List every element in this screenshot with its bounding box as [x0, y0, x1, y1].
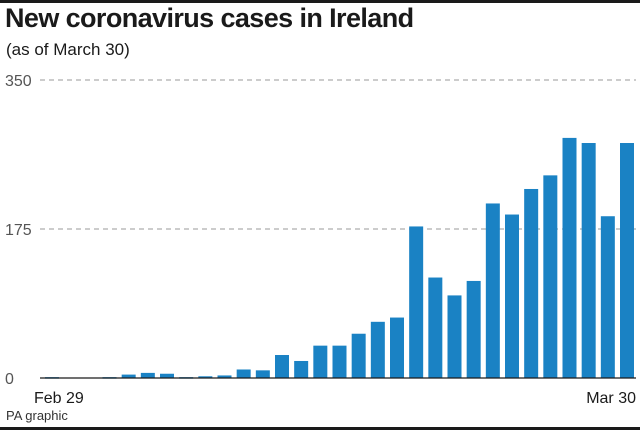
bottom-rule: [0, 427, 640, 430]
bar: [294, 360, 309, 378]
bar: [140, 372, 155, 378]
bar: [543, 175, 558, 378]
bar: [390, 317, 404, 378]
source-credit: PA graphic: [6, 408, 68, 423]
bar: [428, 277, 443, 378]
x-tick-label-end: Mar 30: [586, 390, 636, 407]
bar: [275, 355, 289, 378]
bar: [581, 143, 596, 378]
bar: [409, 226, 424, 378]
axes: 0 175 350 Feb 29 Mar 30: [5, 73, 636, 407]
bar: [332, 345, 347, 378]
bar: [505, 214, 519, 378]
bar: [600, 216, 615, 378]
top-rule: [0, 0, 640, 3]
chart-subtitle: (as of March 30): [6, 40, 130, 59]
bar: [485, 203, 500, 378]
bar: [255, 370, 270, 378]
bar: [236, 369, 251, 378]
bar: [313, 345, 328, 378]
bar: [121, 374, 136, 378]
chart-title: New coronavirus cases in Ireland: [5, 3, 414, 33]
x-tick-label-start: Feb 29: [34, 390, 84, 407]
bar: [217, 375, 232, 378]
bar: [524, 188, 539, 378]
bar: [466, 280, 481, 378]
bar: [351, 333, 366, 378]
bar: [370, 321, 385, 378]
bar: [620, 143, 634, 378]
y-tick-label: 0: [5, 371, 14, 388]
bar: [562, 137, 577, 378]
y-tick-label: 350: [5, 73, 32, 90]
bars: [45, 137, 634, 379]
bar: [447, 295, 462, 378]
bar: [160, 373, 174, 378]
bar: [198, 376, 213, 378]
y-tick-label: 175: [5, 222, 32, 239]
